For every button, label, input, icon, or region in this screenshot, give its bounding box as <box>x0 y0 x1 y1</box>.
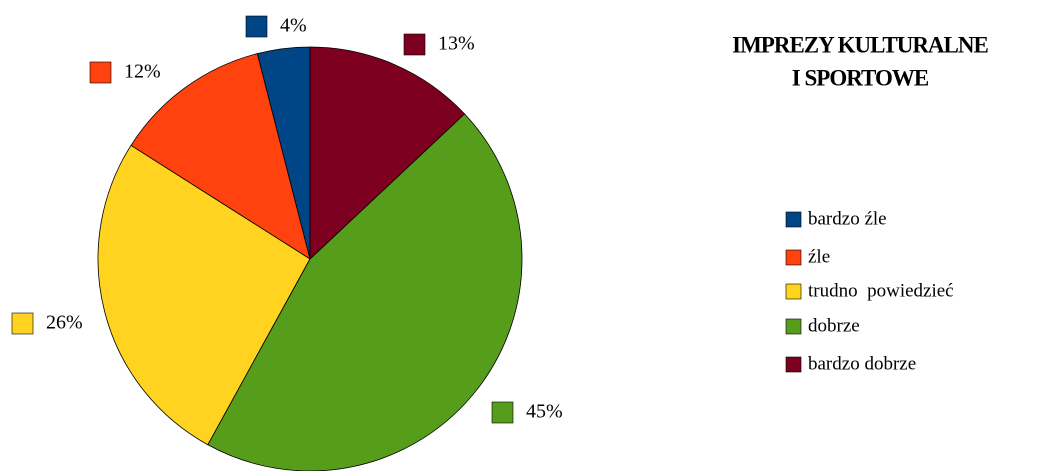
pie-slice <box>207 113 523 471</box>
pie-slice <box>97 144 311 446</box>
legend-label: dobrze <box>808 315 860 336</box>
legend-label: bardzo dobrze <box>808 353 916 374</box>
label-key <box>89 61 112 84</box>
legend-swatch <box>785 356 802 373</box>
chart-title: I SPORTOWE <box>792 65 929 90</box>
label-key <box>11 312 34 335</box>
label-key <box>403 33 426 56</box>
chart-title: IMPREZY KULTURALNE <box>732 32 988 57</box>
data-label: 4% <box>280 15 307 37</box>
data-label: 12% <box>124 61 161 83</box>
data-label: 26% <box>46 312 83 334</box>
legend-swatch <box>785 283 802 300</box>
label-key <box>245 15 268 38</box>
data-label: 13% <box>438 33 475 55</box>
legend-swatch <box>785 318 802 335</box>
legend-label: źle <box>808 246 830 267</box>
data-label: 45% <box>526 401 563 423</box>
pie-slice <box>130 53 311 260</box>
label-key <box>491 401 514 424</box>
legend-label: trudno powiedzieć <box>808 280 954 301</box>
legend-swatch <box>785 211 802 228</box>
legend-swatch <box>785 249 802 266</box>
pie-slice <box>309 46 466 260</box>
legend-label: bardzo źle <box>808 208 887 229</box>
